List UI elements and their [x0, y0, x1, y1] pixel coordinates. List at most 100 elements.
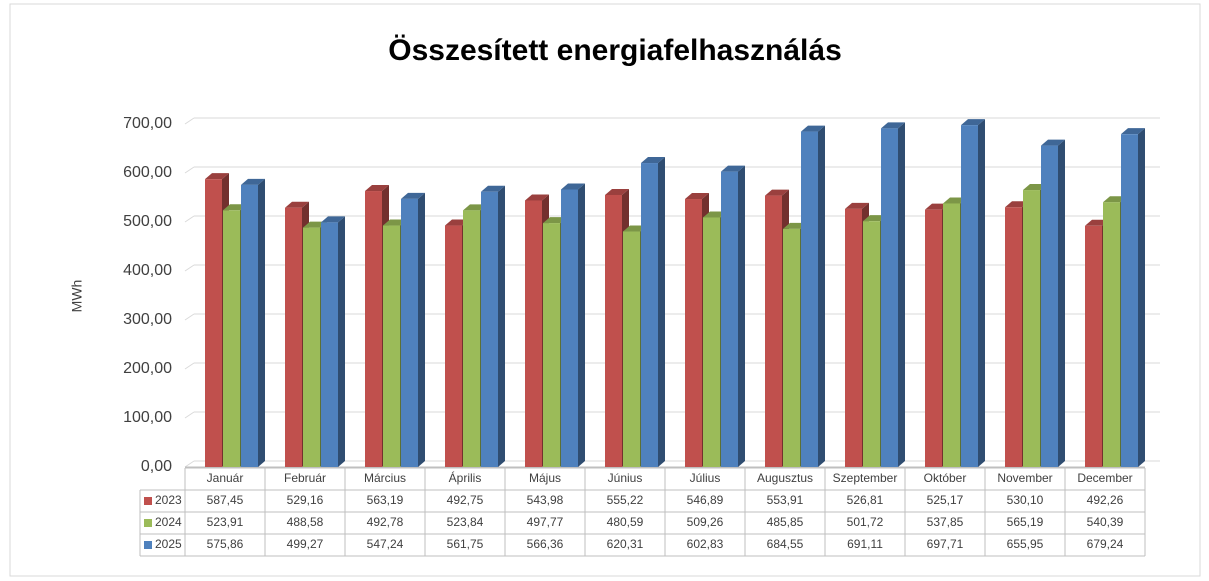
bar-front — [1041, 145, 1058, 467]
bar — [561, 183, 585, 468]
bar-top — [205, 173, 229, 180]
bar-side — [738, 165, 745, 468]
table-value: 501,72 — [847, 515, 884, 529]
bar-front — [721, 171, 738, 468]
bar-front — [605, 194, 622, 467]
table-value: 602,83 — [687, 537, 724, 551]
x-tick-label: Február — [284, 471, 326, 485]
table-value: 530,10 — [1007, 493, 1044, 507]
y-tick-label: 600,00 — [123, 164, 172, 181]
bar-side — [898, 122, 905, 467]
bar-front — [1121, 134, 1138, 467]
bar-top — [765, 189, 789, 196]
y-axis-label: MWh — [69, 280, 85, 313]
bar-top — [561, 183, 585, 190]
bar-front — [925, 209, 942, 468]
table-value: 547,24 — [367, 537, 404, 551]
chart-title: Összesített energiafelhasználás — [388, 34, 842, 67]
bar-front — [1085, 225, 1102, 467]
grid-line-wall — [184, 117, 195, 125]
bar-top — [321, 216, 345, 223]
bar-front — [845, 208, 862, 467]
table-value: 553,91 — [767, 493, 804, 507]
table-value: 543,98 — [527, 493, 564, 507]
bar-front — [365, 191, 382, 467]
bar-front — [1005, 207, 1022, 467]
x-tick-label: Július — [690, 471, 721, 485]
bar-top — [721, 165, 745, 172]
table-value: 525,17 — [927, 493, 964, 507]
table-value: 684,55 — [767, 537, 804, 551]
table-value: 497,77 — [527, 515, 564, 529]
bar-top — [845, 202, 869, 209]
table-value: 492,75 — [447, 493, 484, 507]
table-value: 526,81 — [847, 493, 884, 507]
table-value: 566,36 — [527, 537, 564, 551]
bar-front — [285, 207, 302, 467]
bar-side — [258, 178, 265, 467]
table-value: 540,39 — [1087, 515, 1124, 529]
y-tick-label: 400,00 — [123, 262, 172, 279]
bar — [481, 185, 505, 467]
bar-front — [881, 128, 898, 468]
bar — [1041, 139, 1065, 467]
x-tick-label: Június — [608, 471, 643, 485]
bar-front — [765, 195, 782, 467]
table-value: 691,11 — [847, 537, 883, 551]
bar-top — [241, 178, 265, 185]
x-tick-label: December — [1077, 471, 1132, 485]
bar-front — [943, 203, 960, 468]
x-tick-label: November — [997, 471, 1052, 485]
legend-label: 2023 — [155, 493, 182, 507]
table-value: 587,45 — [207, 493, 244, 507]
grid-line-wall — [184, 411, 195, 419]
bar-top — [801, 125, 825, 132]
table-value: 555,22 — [607, 493, 644, 507]
y-tick-label: 100,00 — [123, 409, 172, 426]
x-tick-label: Január — [207, 471, 244, 485]
x-tick-label: Március — [364, 471, 406, 485]
bar — [721, 165, 745, 468]
y-tick-label: 500,00 — [123, 213, 172, 230]
table-value: 546,89 — [687, 493, 724, 507]
legend-label: 2024 — [155, 515, 182, 529]
y-tick-label: 0,00 — [141, 458, 172, 475]
bar-front — [321, 222, 338, 467]
bar-top — [881, 122, 905, 129]
bar — [961, 119, 985, 467]
bar — [241, 178, 265, 467]
bar-top — [1041, 139, 1065, 146]
grid-line-wall — [184, 460, 195, 468]
table-value: 561,75 — [447, 537, 484, 551]
bar-front — [703, 217, 720, 467]
bar-front — [205, 179, 222, 467]
bar-side — [658, 157, 665, 467]
bar-front — [463, 210, 480, 467]
bar-front — [383, 225, 400, 467]
bar-top — [525, 194, 549, 201]
bar-front — [445, 225, 462, 467]
table-value: 679,24 — [1087, 537, 1124, 551]
bar — [321, 216, 345, 467]
table-value: 655,95 — [1007, 537, 1044, 551]
legend-key — [144, 519, 152, 527]
bar-top — [641, 157, 665, 164]
x-tick-label: Április — [449, 470, 482, 485]
y-tick-label: 300,00 — [123, 311, 172, 328]
bar-top — [401, 192, 425, 199]
bar-top — [685, 193, 709, 200]
table-value: 509,26 — [687, 515, 724, 529]
bar-front — [1103, 202, 1120, 467]
grid-line-wall — [184, 362, 195, 370]
bar-front — [525, 200, 542, 467]
bar-front — [223, 210, 240, 467]
legend-key — [144, 541, 152, 549]
table-value: 563,19 — [367, 493, 404, 507]
bar-front — [685, 199, 702, 467]
bar-side — [1058, 139, 1065, 467]
bar-front — [241, 184, 258, 467]
table-value: 697,71 — [927, 537, 964, 551]
bar-front — [303, 227, 320, 467]
table-value: 492,26 — [1087, 493, 1124, 507]
bar-side — [818, 125, 825, 468]
